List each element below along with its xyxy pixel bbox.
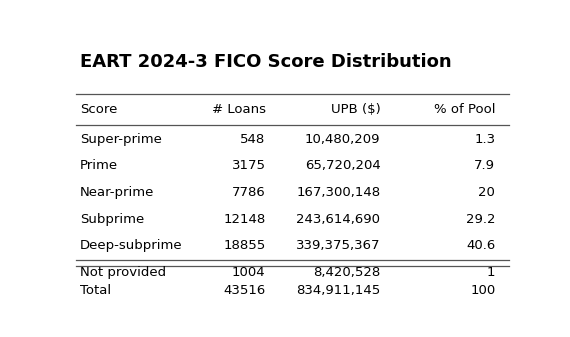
Text: # Loans: # Loans [211, 103, 266, 116]
Text: 7786: 7786 [232, 186, 266, 199]
Text: 10,480,209: 10,480,209 [305, 132, 381, 146]
Text: 243,614,690: 243,614,690 [296, 213, 381, 226]
Text: Score: Score [80, 103, 117, 116]
Text: 29.2: 29.2 [466, 213, 495, 226]
Text: Subprime: Subprime [80, 213, 144, 226]
Text: EART 2024-3 FICO Score Distribution: EART 2024-3 FICO Score Distribution [80, 53, 451, 71]
Text: 65,720,204: 65,720,204 [305, 159, 381, 172]
Text: 40.6: 40.6 [466, 240, 495, 252]
Text: 20: 20 [478, 186, 495, 199]
Text: 1.3: 1.3 [474, 132, 495, 146]
Text: 834,911,145: 834,911,145 [296, 284, 381, 297]
Text: 43516: 43516 [223, 284, 266, 297]
Text: 7.9: 7.9 [474, 159, 495, 172]
Text: 100: 100 [470, 284, 495, 297]
Text: 548: 548 [241, 132, 266, 146]
Text: Near-prime: Near-prime [80, 186, 154, 199]
Text: Super-prime: Super-prime [80, 132, 162, 146]
Text: 12148: 12148 [223, 213, 266, 226]
Text: 339,375,367: 339,375,367 [296, 240, 381, 252]
Text: Deep-subprime: Deep-subprime [80, 240, 183, 252]
Text: 1: 1 [487, 266, 495, 279]
Text: 3175: 3175 [231, 159, 266, 172]
Text: 1004: 1004 [232, 266, 266, 279]
Text: % of Pool: % of Pool [434, 103, 495, 116]
Text: 167,300,148: 167,300,148 [296, 186, 381, 199]
Text: Not provided: Not provided [80, 266, 166, 279]
Text: 8,420,528: 8,420,528 [314, 266, 381, 279]
Text: UPB ($): UPB ($) [331, 103, 381, 116]
Text: Total: Total [80, 284, 111, 297]
Text: Prime: Prime [80, 159, 118, 172]
Text: 18855: 18855 [223, 240, 266, 252]
